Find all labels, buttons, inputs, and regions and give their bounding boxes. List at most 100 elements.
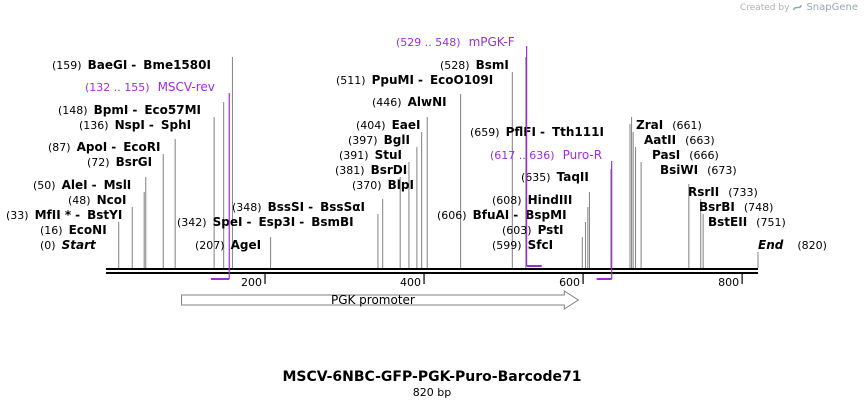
site-position: (72)	[87, 156, 110, 169]
feature-arrow	[181, 290, 580, 310]
restriction-site[interactable]: (72) BsrGI	[87, 155, 152, 169]
site-name: MfII *	[35, 208, 72, 222]
restriction-site[interactable]: (16) EcoNI	[40, 223, 107, 237]
site-name: NcoI	[97, 193, 127, 207]
site-name: EaeI	[392, 118, 421, 132]
restriction-site[interactable]: (528) BsmI	[440, 58, 509, 72]
site-separator: -	[418, 73, 423, 87]
site-name: HindIII	[528, 193, 573, 207]
restriction-site[interactable]: (391) StuI	[339, 148, 402, 162]
site-name: PpuMI	[372, 73, 414, 87]
site-name: BstEII	[708, 215, 747, 229]
site-name: ZraI	[636, 118, 663, 132]
site-position: (342)	[177, 216, 207, 229]
restriction-site[interactable]: BsiWI (673)	[660, 163, 737, 177]
primer[interactable]: (132 .. 155) MSCV-rev	[85, 80, 230, 280]
site-position: (391)	[339, 149, 369, 162]
site-name: BstYI	[87, 208, 122, 222]
primer-name: Puro-R	[563, 148, 603, 162]
site-name: SpeI	[213, 215, 243, 229]
restriction-site[interactable]: (33) MfII * - BstYI	[6, 208, 122, 222]
restriction-site[interactable]: (342) SpeI - Esp3I - BsmBI	[177, 215, 354, 229]
restriction-site[interactable]: (370) BlpI	[352, 178, 414, 192]
site-name: EcoNI	[69, 223, 107, 237]
site-name: Bme1580I	[143, 58, 211, 72]
site-position: (348)	[232, 201, 262, 214]
restriction-site[interactable]: (207) AgeI	[195, 238, 261, 252]
restriction-site[interactable]: (148) BpmI - Eco57MI	[58, 103, 201, 117]
credit-brand: SnapGene	[806, 2, 858, 13]
feature-pgk-promoter[interactable]: PGK promoter	[181, 290, 580, 310]
site-name: EcoRI	[123, 140, 160, 154]
axis-tick-label: 800	[718, 276, 739, 289]
site-position: (48)	[68, 194, 91, 207]
restriction-site[interactable]: (136) NspI - SphI	[79, 118, 191, 132]
restriction-site[interactable]: (511) PpuMI - EcoO109I	[336, 73, 493, 87]
site-separator: -	[149, 118, 154, 132]
site-name: PflFI	[506, 125, 536, 139]
site-name: End	[758, 238, 784, 252]
restriction-site[interactable]: (404) EaeI	[356, 118, 421, 132]
site-name: ApoI	[77, 140, 108, 154]
site-position: (606)	[437, 209, 467, 222]
restriction-site[interactable]: (599) SfcI	[492, 238, 553, 252]
site-name: PasI	[652, 148, 680, 162]
site-name: Tth111I	[552, 125, 604, 139]
restriction-site[interactable]: AatII (663)	[644, 133, 715, 147]
site-name: TaqII	[557, 170, 589, 184]
site-position: (370)	[352, 179, 382, 192]
site-position: (16)	[40, 224, 63, 237]
snapgene-credit: Created by SnapGene	[740, 2, 858, 13]
site-position: (820)	[797, 239, 827, 252]
site-name: BssSI	[268, 200, 305, 214]
restriction-site[interactable]: (606) BfuAI - BspMI	[437, 208, 567, 222]
restriction-site[interactable]: PasI (666)	[652, 148, 719, 162]
restriction-site[interactable]: RsrII (733)	[688, 185, 758, 199]
site-separator: -	[75, 208, 80, 222]
primer-range: (132 .. 155)	[85, 81, 150, 94]
site-position: (603)	[502, 224, 532, 237]
site-name: BspMI	[525, 208, 566, 222]
site-position: (599)	[492, 239, 522, 252]
restriction-site[interactable]: (635) TaqII	[521, 170, 589, 184]
site-position: (661)	[672, 119, 702, 132]
restriction-site[interactable]: (159) BaeGI - Bme1580I	[52, 58, 211, 72]
site-position: (608)	[492, 194, 522, 207]
site-position: (33)	[6, 209, 29, 222]
site-name: BsrDI	[371, 163, 408, 177]
primer[interactable]: (529 .. 548) mPGK-F	[396, 35, 542, 267]
restriction-site[interactable]: ZraI (661)	[636, 118, 702, 132]
site-name: AlwNI	[408, 95, 447, 109]
site-position: (404)	[356, 119, 386, 132]
site-name: BpmI	[94, 103, 129, 117]
restriction-site[interactable]: BsrBI (748)	[699, 200, 773, 214]
restriction-site[interactable]: (87) ApoI - EcoRI	[48, 140, 160, 154]
restriction-site[interactable]: (608) HindIII	[492, 193, 572, 207]
site-separator: -	[111, 140, 116, 154]
site-position: (148)	[58, 104, 88, 117]
site-name: BglI	[384, 133, 410, 147]
restriction-site[interactable]: (397) BglI	[348, 133, 410, 147]
restriction-site[interactable]: (0) Start	[40, 238, 97, 252]
primer-range: (617 .. 636)	[490, 149, 555, 162]
site-name: BsiWI	[660, 163, 698, 177]
primer[interactable]: (617 .. 636) Puro-R	[490, 148, 613, 280]
restriction-site[interactable]: (50) AleI - MslI	[33, 178, 131, 192]
axis-tick-label: 200	[241, 276, 262, 289]
site-name: PstI	[538, 223, 564, 237]
restriction-site[interactable]: BstEII (751)	[708, 215, 786, 229]
site-name: StuI	[375, 148, 402, 162]
restriction-site[interactable]: End (820)	[758, 238, 827, 252]
restriction-site[interactable]: (348) BssSI - BssSαI	[232, 200, 365, 214]
restriction-site[interactable]: (48) NcoI	[68, 193, 126, 207]
restriction-site[interactable]: (446) AlwNI	[372, 95, 447, 109]
site-name: Eco57MI	[144, 103, 201, 117]
primer-range: (529 .. 548)	[396, 36, 461, 49]
primer-name: MSCV-rev	[158, 80, 215, 94]
restriction-site[interactable]: (659) PflFI - Tth111I	[470, 125, 604, 139]
restriction-site[interactable]: (381) BsrDI	[335, 163, 407, 177]
restriction-site[interactable]: (603) PstI	[502, 223, 564, 237]
site-separator: -	[513, 208, 518, 222]
site-name: NspI	[115, 118, 145, 132]
